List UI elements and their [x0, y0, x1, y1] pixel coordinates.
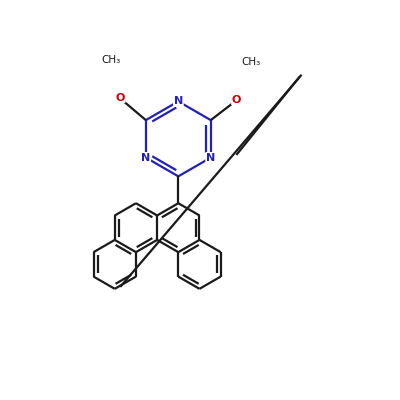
Text: CH₃: CH₃: [241, 57, 261, 67]
Text: N: N: [206, 152, 215, 162]
Text: N: N: [174, 96, 183, 106]
Text: O: O: [116, 93, 125, 103]
Text: O: O: [232, 95, 241, 105]
Text: O: O: [232, 95, 241, 105]
Text: N: N: [206, 152, 215, 162]
Text: CH₃: CH₃: [102, 55, 121, 65]
Text: O: O: [116, 93, 125, 103]
Text: N: N: [174, 96, 183, 106]
Text: N: N: [141, 152, 150, 162]
Text: N: N: [141, 152, 150, 162]
